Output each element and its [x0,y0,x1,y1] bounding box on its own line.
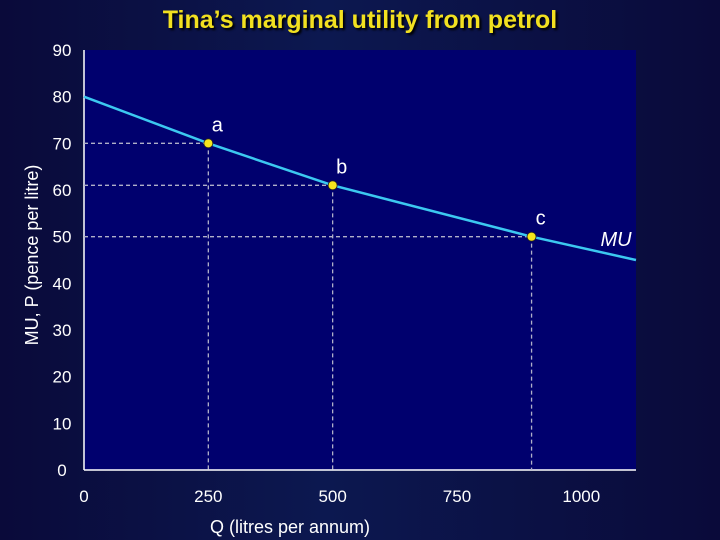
point-c [526,231,537,242]
y-tick-label: 60 [53,181,72,200]
point-label-c: c [536,208,546,230]
y-axis-label: MU, P (pence per litre) [22,165,42,346]
y-tick-label: 0 [57,461,66,480]
chart-title: Tina’s marginal utility from petrol [162,6,558,34]
y-tick-label: 90 [53,41,72,60]
series-label-mu: MU [600,229,632,251]
y-tick-label: 30 [53,321,72,340]
plot-area [84,50,636,470]
point-label-a: a [212,114,224,136]
x-tick-label: 0 [79,487,88,506]
point-a [203,138,214,149]
x-tick-label: 250 [194,487,222,506]
y-tick-label: 10 [53,414,72,433]
y-tick-label: 20 [53,368,72,387]
y-tick-label: 80 [53,88,72,107]
x-tick-label: 500 [318,487,346,506]
y-tick-label: 70 [53,134,72,153]
x-tick-label: 750 [443,487,471,506]
x-axis-label: Q (litres per annum) [210,517,370,537]
y-tick-label: 50 [53,228,72,247]
point-label-b: b [336,156,347,178]
point-b [327,180,338,191]
y-tick-label: 40 [53,274,72,293]
x-tick-label: 1000 [562,487,600,506]
